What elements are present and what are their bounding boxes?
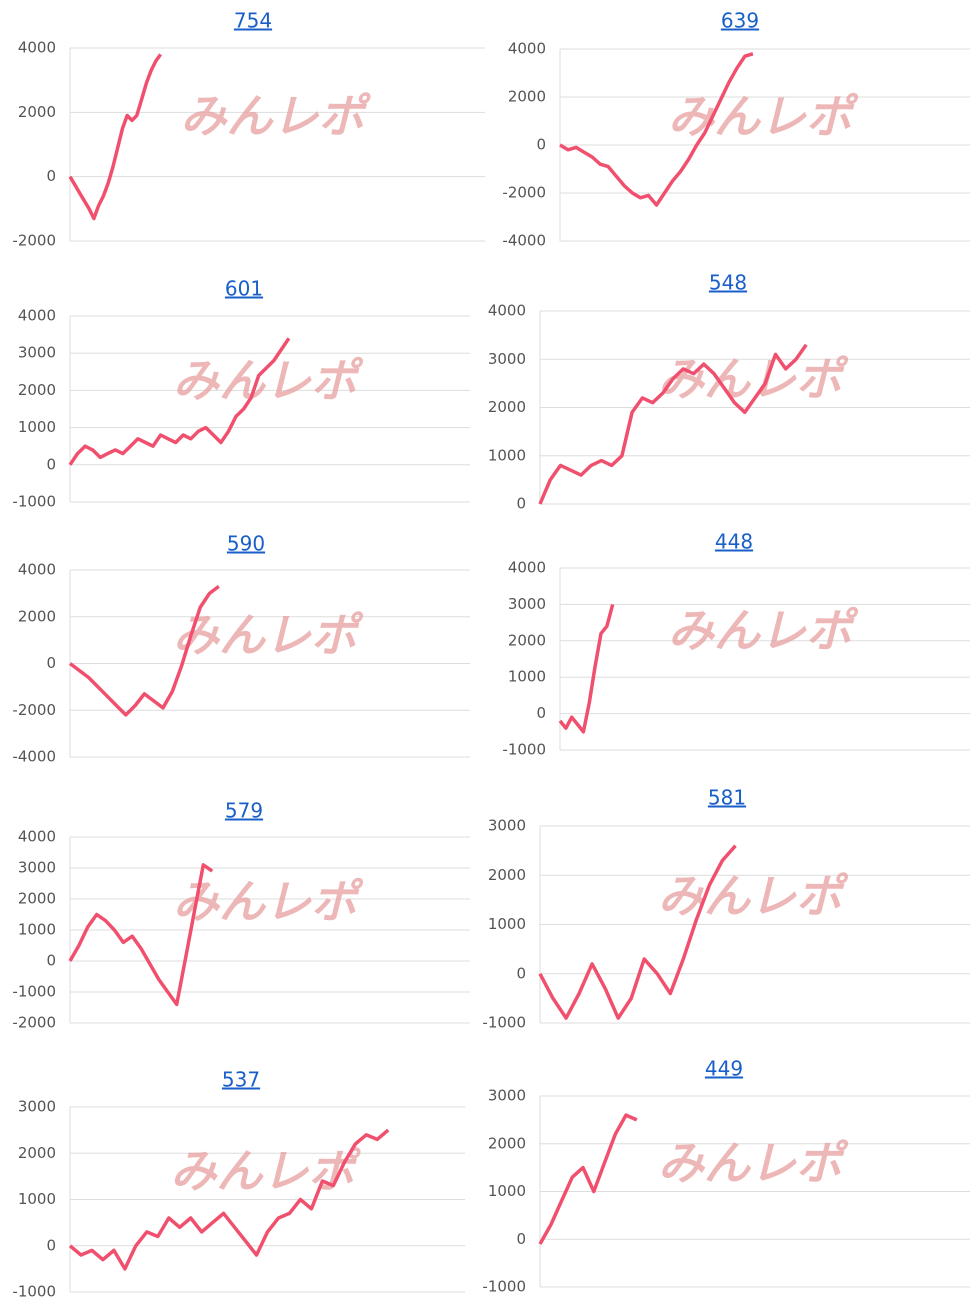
watermark: みんレポ [668, 90, 859, 144]
y-tick-label: 0 [536, 704, 546, 722]
chart-title[interactable]: 754 [234, 9, 272, 33]
data-line [68, 585, 220, 717]
watermark: みんレポ [173, 875, 364, 929]
y-tick-label: 4000 [18, 39, 56, 57]
y-tick-label: -4000 [502, 232, 546, 250]
data-line [68, 1128, 390, 1271]
y-tick-label: 0 [46, 167, 56, 185]
y-tick-label: -4000 [12, 748, 56, 766]
watermark: みんレポ [658, 869, 849, 923]
y-tick-label: 1000 [18, 418, 56, 436]
chart-title[interactable]: 581 [708, 786, 746, 810]
y-tick-label: 0 [46, 654, 56, 672]
y-tick-label: 3000 [488, 350, 526, 368]
y-tick-label: 0 [46, 952, 56, 970]
chart-title[interactable]: 579 [225, 799, 263, 823]
data-line [558, 603, 615, 734]
y-tick-label: 2000 [488, 866, 526, 884]
y-tick-label: -2000 [12, 232, 56, 250]
y-tick-label: 2000 [488, 1134, 526, 1152]
y-tick-label: 4000 [18, 561, 56, 579]
chart-title[interactable]: 537 [222, 1068, 260, 1092]
y-tick-label: 1000 [508, 668, 546, 686]
y-tick-label: 4000 [488, 302, 526, 320]
y-tick-label: -1000 [12, 493, 56, 511]
y-tick-label: 4000 [18, 307, 56, 325]
y-tick-label: -1000 [12, 1283, 56, 1301]
watermark: みんレポ [173, 354, 364, 408]
y-tick-label: 2000 [508, 88, 546, 106]
chart-title[interactable]: 601 [225, 277, 263, 301]
y-tick-label: 0 [516, 495, 526, 513]
y-tick-label: 3000 [18, 344, 56, 362]
y-tick-label: -1000 [502, 741, 546, 759]
y-tick-label: 1000 [18, 1190, 56, 1208]
watermark: みんレポ [658, 1136, 849, 1190]
y-tick-label: -1000 [12, 983, 56, 1001]
chart-title[interactable]: 639 [721, 9, 759, 33]
y-tick-label: -2000 [502, 184, 546, 202]
data-line [559, 52, 754, 207]
y-tick-label: -1000 [482, 1014, 526, 1032]
y-tick-label: 0 [46, 1236, 56, 1254]
data-line [68, 863, 214, 1007]
y-tick-label: 0 [516, 964, 526, 982]
y-tick-label: 2000 [18, 1144, 56, 1162]
y-tick-label: 0 [46, 455, 56, 473]
y-tick-label: 3000 [488, 1087, 526, 1105]
chart-title[interactable]: 590 [227, 532, 265, 556]
y-tick-label: 2000 [488, 398, 526, 416]
y-tick-label: 3000 [508, 595, 546, 613]
data-line [68, 337, 291, 466]
y-tick-label: 2000 [18, 103, 56, 121]
watermark: みんレポ [171, 1144, 362, 1198]
chart-title[interactable]: 449 [705, 1057, 743, 1081]
watermark: みんレポ [173, 608, 364, 662]
chart-title[interactable]: 448 [715, 530, 753, 554]
chart-title[interactable]: 548 [709, 271, 747, 295]
y-tick-label: 0 [536, 136, 546, 154]
y-tick-label: 2000 [18, 607, 56, 625]
data-line [538, 1113, 638, 1245]
y-tick-label: 4000 [18, 828, 56, 846]
y-tick-label: 1000 [488, 915, 526, 933]
y-tick-label: 4000 [508, 40, 546, 58]
y-tick-label: -2000 [12, 701, 56, 719]
data-line [538, 343, 808, 505]
y-tick-label: -2000 [12, 1014, 56, 1032]
y-tick-label: 2000 [18, 381, 56, 399]
y-tick-label: 3000 [488, 817, 526, 835]
watermark: みんレポ [668, 604, 859, 658]
y-tick-label: 1000 [488, 1182, 526, 1200]
y-tick-label: -1000 [482, 1278, 526, 1296]
y-tick-label: 1000 [18, 921, 56, 939]
y-tick-label: 3000 [18, 1098, 56, 1116]
watermark: みんレポ [181, 89, 372, 143]
y-tick-label: 3000 [18, 859, 56, 877]
y-tick-label: 2000 [18, 890, 56, 908]
data-line [68, 53, 163, 221]
y-tick-label: 4000 [508, 559, 546, 577]
data-line [538, 844, 737, 1020]
y-tick-label: 0 [516, 1230, 526, 1248]
y-tick-label: 1000 [488, 446, 526, 464]
y-tick-label: 2000 [508, 631, 546, 649]
